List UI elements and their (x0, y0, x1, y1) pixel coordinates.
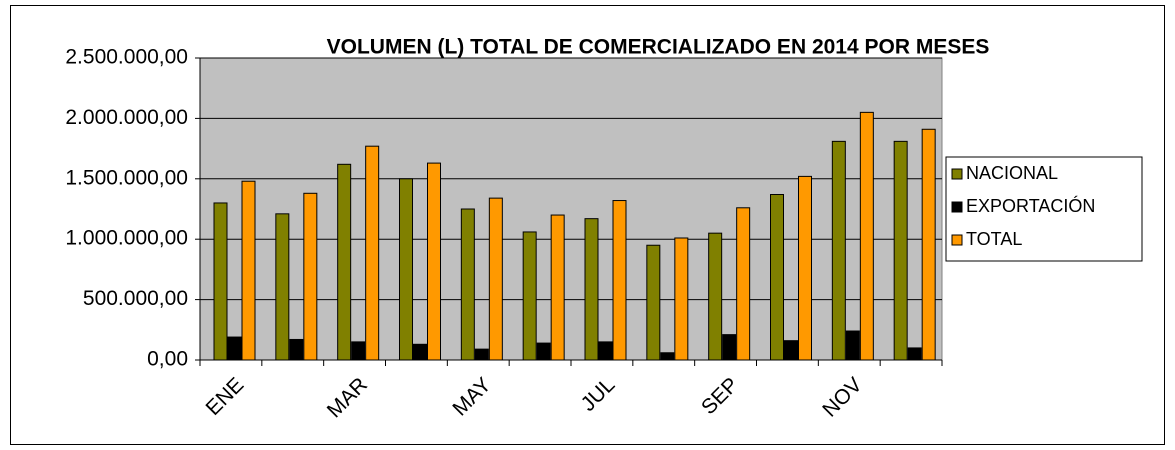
bar (612, 200, 627, 361)
bar (831, 140, 846, 361)
legend-swatch (951, 201, 963, 213)
legend-label: NACIONAL (966, 163, 1058, 183)
bar (708, 232, 723, 361)
y-tick-label: 1.500.000,00 (65, 166, 188, 189)
bar (460, 208, 475, 361)
bar (921, 128, 936, 361)
y-tick-label: 500.000,00 (83, 287, 188, 310)
bar (674, 237, 689, 361)
y-tick-label: 2.000.000,00 (65, 106, 188, 129)
bar (722, 334, 737, 361)
bar (241, 180, 256, 361)
bar (798, 175, 812, 361)
bar (845, 330, 860, 361)
bar (660, 352, 675, 361)
bar (907, 347, 922, 361)
bar (598, 341, 613, 361)
bar (351, 341, 366, 361)
bar (784, 340, 798, 361)
bar (365, 145, 380, 361)
bar (289, 338, 304, 361)
bar (474, 348, 489, 361)
bar (550, 214, 565, 361)
bar (275, 213, 290, 361)
legend-swatch (951, 234, 963, 246)
legend-label: TOTAL (966, 229, 1022, 249)
bar (736, 207, 751, 361)
bar (227, 336, 242, 361)
bar (488, 197, 503, 361)
bar (646, 244, 661, 361)
plot-background (199, 57, 943, 361)
bar (584, 218, 599, 361)
y-tick-label: 2.500.000,00 (65, 46, 188, 69)
legend (945, 156, 1143, 262)
bar (427, 162, 441, 361)
bar (337, 163, 352, 361)
bar (859, 111, 874, 361)
bar (893, 140, 908, 361)
bar (213, 202, 228, 361)
plot-area: 0,00 500.000,00 1.000.000,00 1.500.000,00 2.… (65, 46, 943, 422)
bar (303, 192, 318, 361)
y-tick-label: 1.000.000,00 (65, 227, 188, 250)
bar (770, 194, 784, 361)
chart-title: VOLUMEN (L) TOTAL DE COMERCIALIZADO EN 2… (327, 36, 990, 59)
y-tick-label: 0,00 (147, 348, 188, 371)
legend-swatch (951, 168, 963, 180)
bar (522, 231, 537, 361)
bar (536, 342, 551, 361)
bar (399, 178, 413, 361)
bar (413, 343, 427, 361)
legend-label: EXPORTACIÓN (966, 195, 1095, 216)
